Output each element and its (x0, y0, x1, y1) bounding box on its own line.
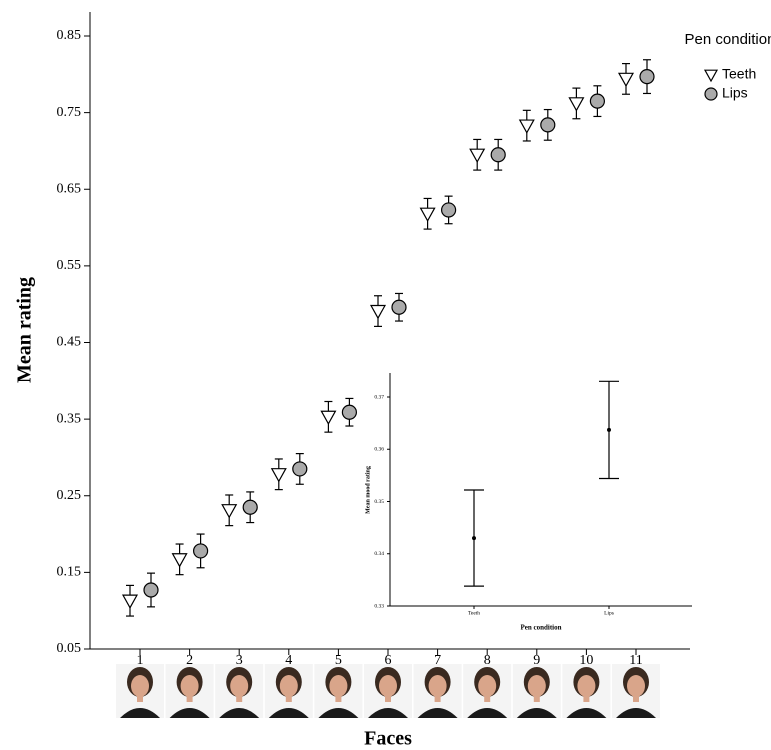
x-tick-label: 8 (484, 653, 491, 668)
face-image (562, 664, 611, 718)
y-tick-label: 0.34 (374, 551, 384, 557)
marker-triangle (419, 207, 436, 223)
y-tick-label: 0.36 (374, 447, 384, 453)
marker-circle (242, 499, 258, 515)
x-tick-label: 4 (285, 653, 292, 668)
marker-triangle (171, 553, 188, 568)
marker-triangle (369, 304, 387, 320)
x-tick-label: 2 (186, 653, 193, 668)
y-axis-label: Mean rating (14, 277, 36, 383)
y-tick-label: 0.33 (374, 603, 384, 609)
marker-triangle (221, 504, 238, 519)
x-tick-label: 3 (236, 653, 243, 668)
face-image (264, 664, 313, 718)
legend-title: Pen condition (685, 31, 771, 48)
y-tick-label: 0.45 (57, 335, 82, 350)
marker-triangle (469, 148, 486, 164)
y-tick-label: 0.55 (57, 258, 82, 273)
face-image (165, 664, 214, 718)
y-tick-label: 0.35 (374, 499, 384, 505)
x-tick-label: 5 (335, 653, 342, 668)
marker-circle (292, 461, 308, 477)
face-image (215, 664, 264, 718)
face-image (413, 664, 462, 718)
marker-circle (704, 87, 718, 101)
face-image (612, 664, 660, 718)
marker-circle (540, 117, 556, 133)
marker-circle (391, 299, 407, 315)
marker-circle (193, 543, 209, 559)
x-axis-label: Faces (364, 728, 412, 750)
marker-triangle (320, 410, 337, 426)
marker-circle (639, 69, 655, 85)
face-image (116, 664, 164, 718)
x-tick-label: 6 (385, 653, 392, 668)
inset-y-axis-label: Mean mood rating (365, 466, 371, 514)
face-image (314, 664, 363, 718)
y-tick-label: 0.25 (57, 488, 82, 503)
marker-triangle (617, 72, 635, 88)
y-tick-label: 0.37 (374, 394, 384, 400)
x-tick-label: 7 (434, 653, 441, 668)
marker-circle (589, 93, 606, 109)
y-tick-label: 0.85 (57, 28, 82, 43)
inset-x-axis-label: Pen condition (520, 624, 561, 632)
marker-circle (341, 404, 357, 420)
x-tick-label: Lips (604, 610, 614, 616)
y-tick-label: 0.15 (57, 565, 82, 580)
x-tick-label: Teeth (468, 610, 480, 616)
marker-triangle (568, 97, 585, 112)
y-tick-label: 0.35 (57, 411, 82, 426)
inset-frame (390, 373, 692, 606)
marker-circle (143, 582, 159, 598)
marker-circle (490, 147, 506, 163)
y-tick-label: 0.75 (57, 105, 82, 120)
marker-triangle (121, 594, 139, 609)
x-tick-label: 9 (533, 653, 540, 668)
marker-triangle (270, 468, 287, 483)
marker-circle (607, 427, 611, 432)
face-image (463, 664, 512, 718)
legend-label: Lips (722, 85, 748, 101)
y-tick-label: 0.05 (57, 641, 82, 656)
marker-circle (472, 536, 476, 541)
face-image (364, 664, 412, 718)
marker-triangle (518, 119, 535, 134)
x-tick-label: 1 (137, 653, 144, 668)
legend-label: Teeth (722, 66, 756, 82)
y-tick-label: 0.65 (57, 181, 82, 196)
marker-triangle (703, 69, 719, 83)
marker-circle (441, 202, 457, 218)
face-image (512, 664, 561, 718)
